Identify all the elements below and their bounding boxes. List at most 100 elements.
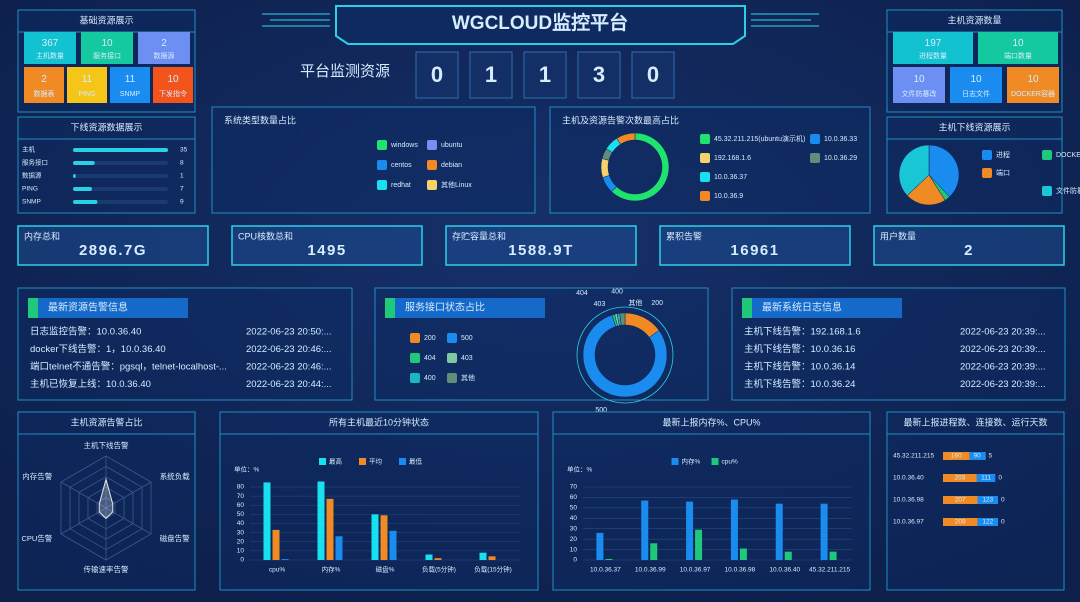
legend-label: 10.0.36.9: [714, 193, 743, 200]
legend-swatch: [982, 150, 992, 160]
tile: [950, 67, 1002, 103]
legend-swatch: [700, 153, 710, 163]
bar-label: 主机: [22, 145, 36, 154]
monitor-digit: 3: [593, 62, 605, 87]
legend-label: 其他: [461, 373, 475, 382]
panel-title: 最新上报内存%、CPU%: [662, 416, 760, 427]
radar-label: 内存告警: [22, 471, 52, 481]
bar-value: 208: [955, 519, 966, 526]
legend-label: cpu%: [722, 459, 738, 466]
tile-value: 197: [925, 38, 942, 49]
tile: [24, 67, 64, 103]
panel-title: 主机资源数量: [947, 14, 1001, 25]
pie-slice: [898, 144, 930, 196]
list-mask: [954, 376, 964, 393]
bar-segment: [977, 518, 998, 526]
bar: [605, 558, 613, 560]
x-tick-label: 45.32.211.215: [809, 567, 850, 574]
radar-axis: [105, 507, 152, 535]
slice-label: 200: [651, 300, 663, 307]
panel-title-bar: [742, 298, 902, 318]
panel-title-mark: [742, 298, 752, 318]
list-mask: [954, 359, 964, 375]
x-tick-label: cpu%: [269, 567, 285, 574]
slice-label: 403: [594, 301, 606, 308]
x-tick-label: 10.0.36.99: [635, 567, 666, 574]
radar-area: [98, 477, 114, 520]
legend-label: 最高: [329, 457, 343, 466]
legend-swatch: [377, 140, 387, 150]
bar: [73, 200, 98, 204]
bar-track: [73, 161, 168, 165]
legend-swatch: [700, 172, 710, 182]
legend-label: centos: [391, 162, 412, 169]
bar-segment: [943, 518, 978, 526]
legend-label: 其他Linux: [441, 180, 472, 189]
legend-label: 内存%: [682, 457, 701, 466]
tile: [67, 67, 107, 103]
y-tick-label: 30: [237, 529, 245, 536]
bar: [263, 482, 271, 560]
bar-segment: [943, 496, 978, 504]
panel-title: 主机及资源告警次数最高占比: [562, 114, 679, 125]
stat-box: [659, 225, 851, 266]
legend-swatch: [982, 168, 992, 178]
bar-value: 35: [180, 147, 188, 154]
tile-label: 服务接口: [93, 51, 121, 60]
radar-axis: [60, 481, 107, 509]
list-message: docker下线告警：1，10.0.36.40: [30, 343, 166, 355]
bar: [686, 501, 694, 560]
y-tick-label: 40: [570, 515, 578, 522]
tile-value: 367: [42, 38, 59, 49]
legend-swatch: [377, 180, 387, 190]
tile-value: 11: [82, 74, 93, 85]
bar-label: PING: [22, 186, 38, 193]
panel-title: 所有主机最近10分钟状态: [329, 416, 429, 427]
y-tick-label: 60: [237, 502, 245, 509]
tile-value: 10: [101, 38, 113, 49]
y-tick-label: 0: [573, 557, 577, 564]
list-time: 2022-06-23 20:46:...: [246, 362, 332, 373]
legend-label: 10.0.36.37: [714, 174, 747, 181]
bar-value: 111: [981, 475, 991, 482]
legend-swatch: [447, 373, 457, 383]
list-time: 2022-06-23 20:39:...: [960, 344, 1046, 355]
bar: [641, 500, 649, 560]
monitor-label: 平台监测资源: [300, 63, 390, 80]
monitor-digit: 0: [431, 62, 443, 87]
stat-label: 存贮容量总和: [452, 230, 506, 241]
y-tick-label: 30: [570, 525, 578, 532]
tile: [1007, 67, 1059, 103]
bar-value: 203: [954, 475, 965, 482]
legend-swatch: [427, 160, 437, 170]
list-time: 2022-06-23 20:39:...: [960, 362, 1046, 373]
bar-value: 123: [982, 497, 993, 504]
bar-segment: [969, 452, 985, 460]
tile: [978, 32, 1058, 64]
list-message: 主机下线告警：10.0.36.16: [744, 343, 855, 355]
tile-value: 2: [41, 74, 47, 85]
legend-swatch: [427, 180, 437, 190]
y-axis-label: 单位：%: [567, 465, 593, 474]
y-tick-label: 0: [240, 557, 244, 564]
legend-label: 端口: [996, 168, 1010, 177]
y-tick-label: 50: [237, 511, 245, 518]
bar: [335, 536, 343, 560]
header-frame: [335, 5, 746, 45]
tile: [81, 32, 133, 64]
donut-slice: [582, 314, 668, 398]
slice-label: 404: [576, 290, 588, 297]
panel: [552, 411, 871, 591]
y-tick-label: 20: [570, 536, 578, 543]
legend-swatch: [810, 153, 820, 163]
bar: [775, 503, 783, 560]
panel-title: 最新上报进程数、连接数、运行天数: [903, 416, 1047, 427]
stat-label: 内存总和: [24, 230, 60, 241]
list-time: 2022-06-23 20:39:...: [960, 327, 1046, 338]
bar: [739, 548, 747, 560]
stat-box: [873, 225, 1065, 266]
stat-value: 1495: [307, 242, 346, 259]
legend-label: 500: [461, 335, 473, 342]
legend-swatch: [410, 353, 420, 363]
tile-label: 数据表: [34, 89, 55, 98]
